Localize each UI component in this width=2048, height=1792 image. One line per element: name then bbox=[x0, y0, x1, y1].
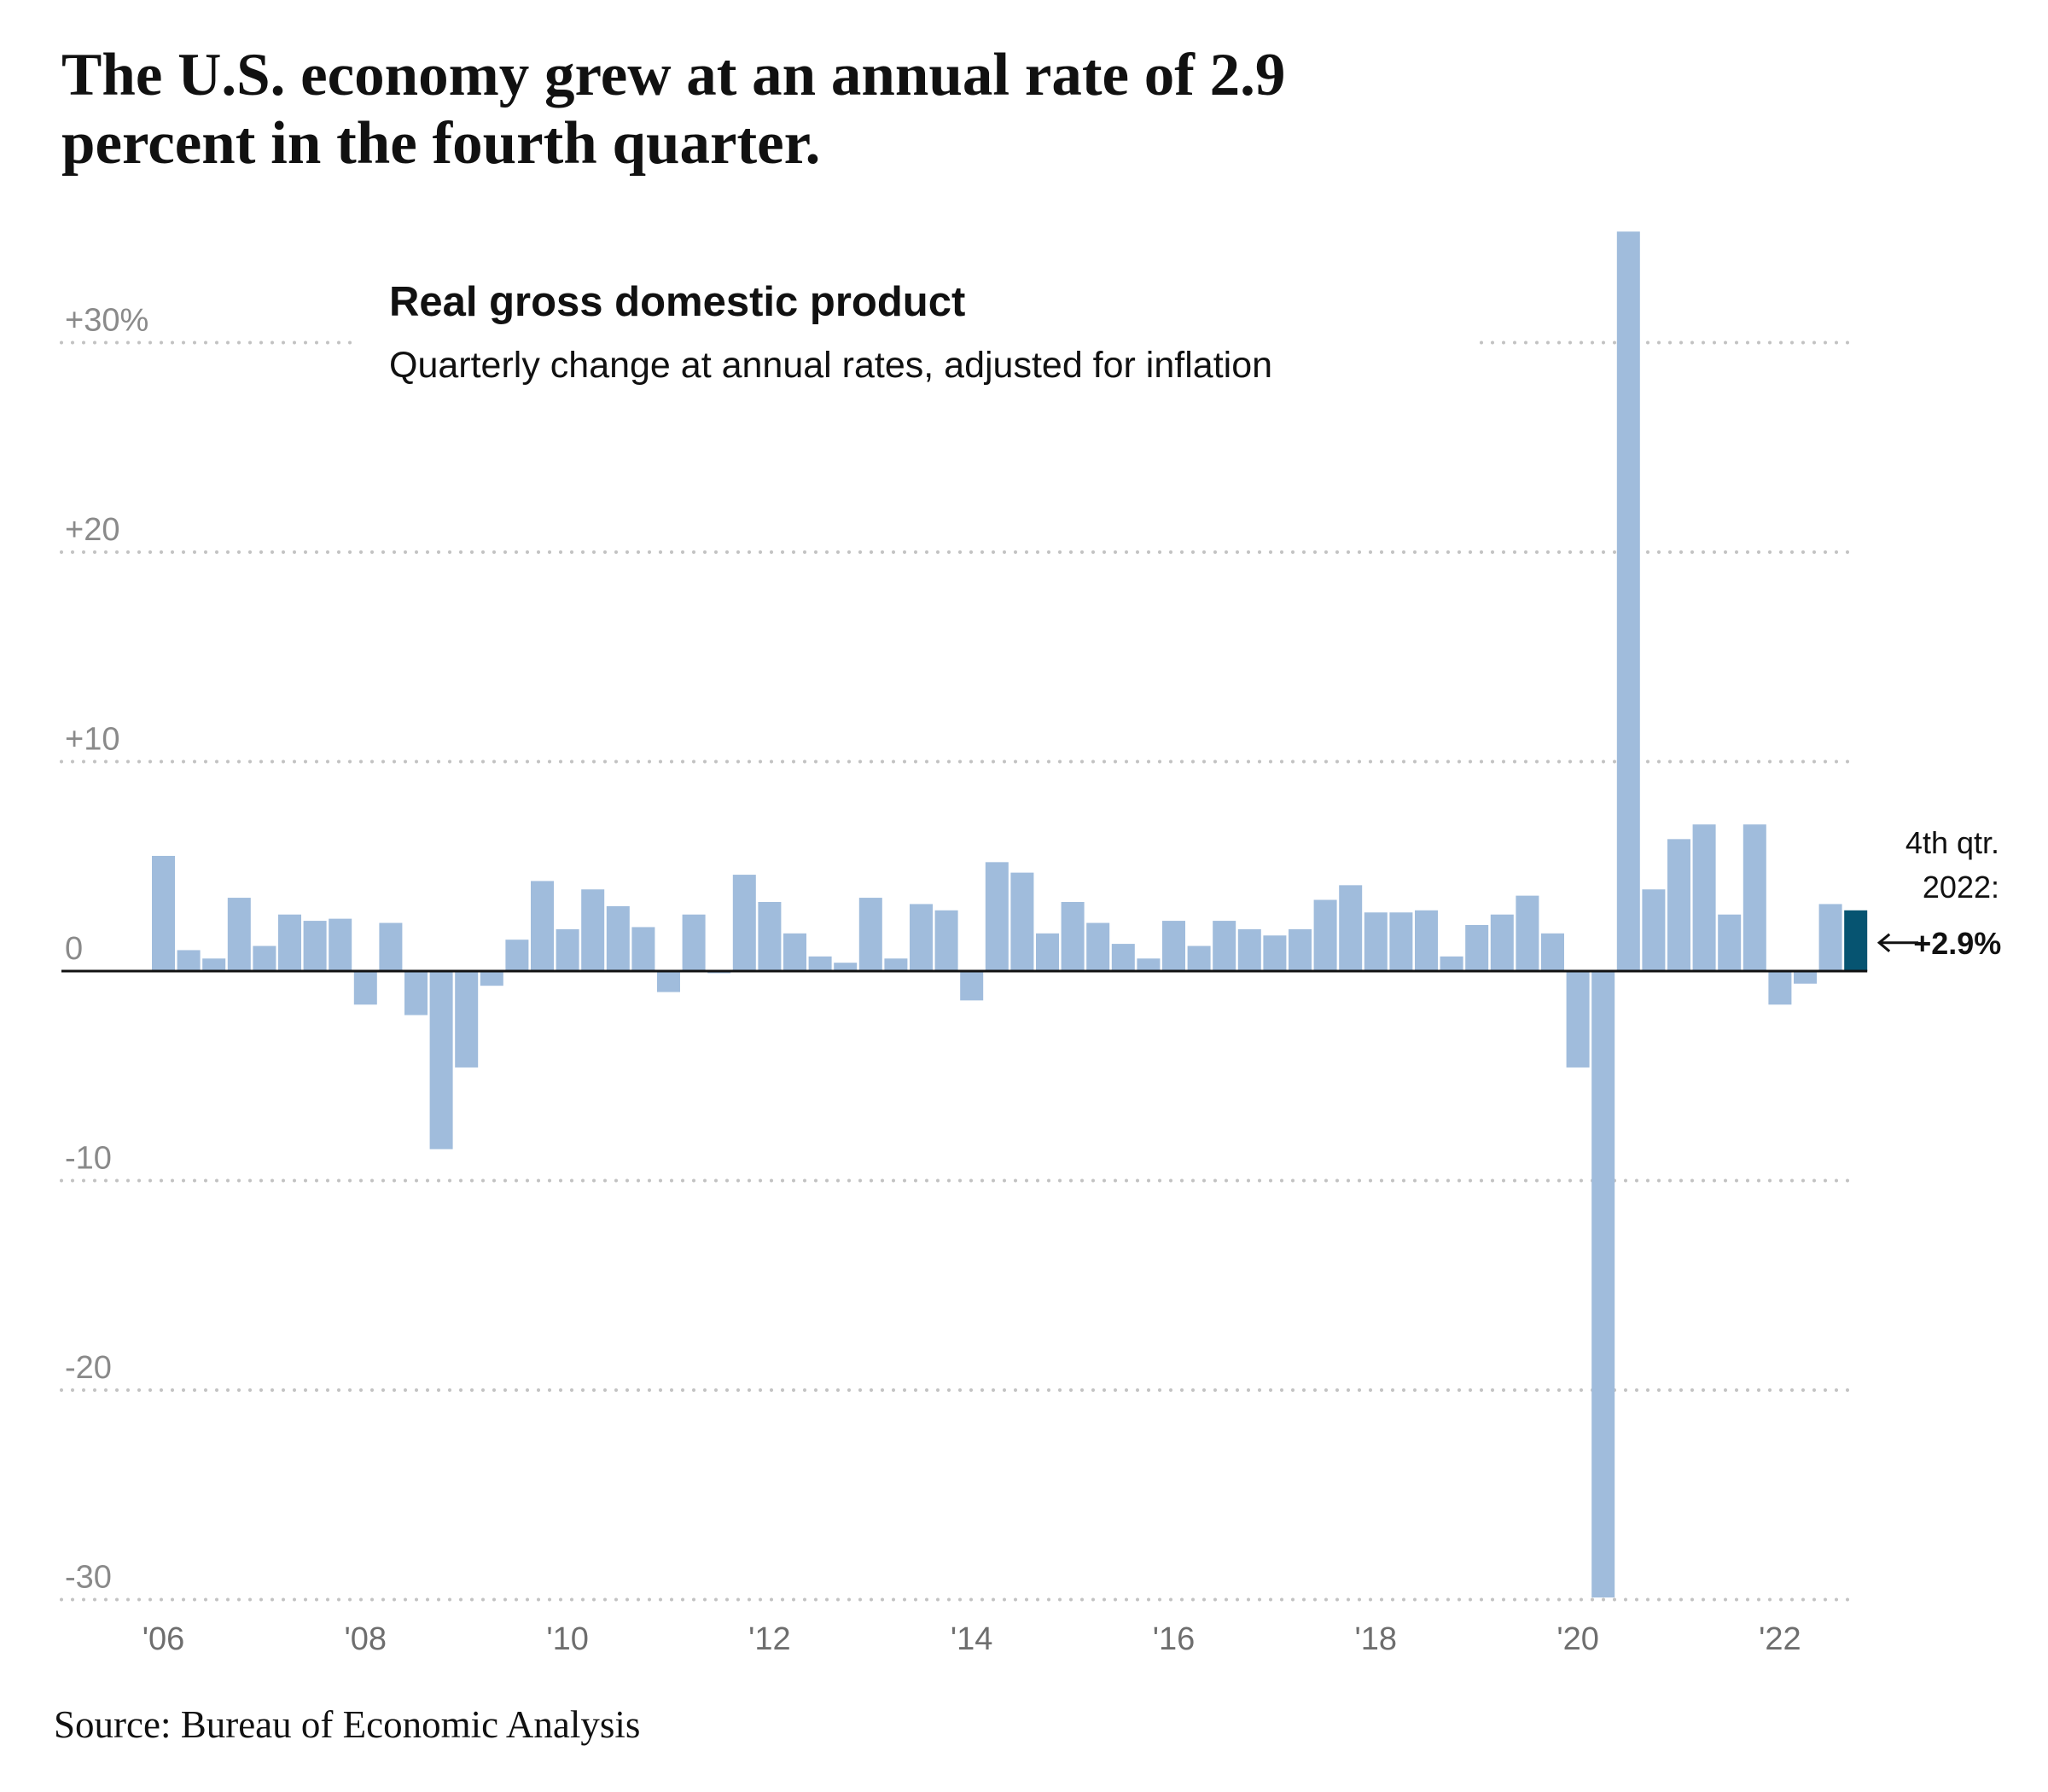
bar-2006-q3 bbox=[202, 958, 226, 971]
bar-2017-q1 bbox=[1263, 935, 1287, 971]
x-axis-ticks: '06 '08 '10 '12 '14 '16 '18 '20 '22 bbox=[143, 1621, 1801, 1657]
bar-2018-q2 bbox=[1389, 912, 1413, 971]
bar-2013-q3 bbox=[910, 904, 933, 971]
bar-2007-q3 bbox=[303, 921, 327, 971]
y-tick-label: -30 bbox=[65, 1560, 112, 1596]
bar-2019-q2 bbox=[1490, 914, 1514, 971]
bar-2015-q4 bbox=[1137, 958, 1161, 971]
annotation-line-1: 4th qtr. bbox=[1905, 825, 1999, 860]
x-tick-label: '08 bbox=[345, 1621, 387, 1657]
bar-2018-q1 bbox=[1364, 912, 1388, 971]
x-tick-label: '12 bbox=[748, 1621, 791, 1657]
bar-2011-q1 bbox=[657, 971, 680, 992]
bar-2013-q4 bbox=[934, 910, 958, 971]
x-tick-label: '18 bbox=[1355, 1621, 1398, 1657]
x-tick-label: '06 bbox=[143, 1621, 185, 1657]
bar-2013-q2 bbox=[884, 958, 908, 971]
bar-2021-q1 bbox=[1667, 839, 1690, 971]
bar-2010-q1 bbox=[556, 928, 579, 971]
bar-2019-q1 bbox=[1465, 924, 1489, 971]
bar-2012-q2 bbox=[783, 933, 806, 971]
bar-2015-q2 bbox=[1086, 922, 1110, 971]
annotation-line-2: 2022: bbox=[1923, 870, 1999, 905]
bar-2016-q2 bbox=[1187, 945, 1211, 971]
bar-2011-q2 bbox=[682, 914, 706, 971]
bar-2022-q4 bbox=[1844, 910, 1868, 971]
chart-subtitle: Quarterly change at annual rates, adjust… bbox=[389, 345, 1272, 386]
x-tick-label: '16 bbox=[1153, 1621, 1196, 1657]
bar-2008-q2 bbox=[379, 922, 403, 971]
bar-2020-q4 bbox=[1642, 889, 1666, 971]
bar-2016-q3 bbox=[1213, 921, 1236, 971]
source-note: Source: Bureau of Economic Analysis bbox=[54, 1703, 641, 1746]
bar-2020-q3 bbox=[1616, 231, 1640, 971]
bar-2015-q3 bbox=[1111, 944, 1135, 971]
bar-2014-q2 bbox=[985, 862, 1009, 971]
bar-2016-q4 bbox=[1237, 928, 1261, 971]
bar-2010-q4 bbox=[631, 927, 655, 971]
bar-2017-q4 bbox=[1339, 885, 1363, 971]
bar-2009-q3 bbox=[505, 940, 529, 971]
chart-title-background bbox=[358, 273, 1476, 401]
bar-2007-q1 bbox=[253, 945, 276, 971]
bar-2021-q3 bbox=[1718, 914, 1742, 971]
bar-2019-q4 bbox=[1541, 933, 1564, 971]
bar-2008-q3 bbox=[404, 971, 428, 1015]
bars bbox=[152, 231, 1868, 1598]
bar-2020-q2 bbox=[1591, 971, 1615, 1598]
chart-title: Real gross domestic product bbox=[389, 279, 965, 325]
bar-2009-q1 bbox=[455, 971, 479, 1068]
bar-2008-q1 bbox=[353, 971, 377, 1005]
bar-2017-q3 bbox=[1313, 899, 1337, 971]
annotation-value: +2.9% bbox=[1913, 926, 2001, 961]
y-tick-label: -20 bbox=[65, 1350, 112, 1386]
bar-2019-q3 bbox=[1516, 895, 1539, 971]
x-tick-label: '14 bbox=[951, 1621, 993, 1657]
bar-2011-q4 bbox=[732, 875, 756, 971]
latest-quarter-annotation: 4th qtr. 2022: +2.9% bbox=[1876, 825, 2001, 961]
bar-2006-q4 bbox=[227, 898, 251, 971]
y-tick-label: +20 bbox=[65, 512, 119, 548]
bar-2021-q2 bbox=[1692, 824, 1716, 971]
bar-2008-q4 bbox=[429, 971, 453, 1149]
y-tick-label: 0 bbox=[65, 931, 83, 967]
bar-2014-q3 bbox=[1010, 872, 1034, 971]
y-tick-label: -10 bbox=[65, 1141, 112, 1177]
bar-2014-q1 bbox=[960, 971, 984, 1001]
y-axis-ticks: +30% +20 +10 0 -10 -20 -30 bbox=[65, 303, 148, 1596]
bar-2018-q4 bbox=[1440, 956, 1463, 971]
bar-2014-q4 bbox=[1036, 933, 1059, 971]
bar-2007-q2 bbox=[278, 914, 301, 971]
bar-2013-q1 bbox=[858, 898, 882, 971]
bar-2020-q1 bbox=[1566, 971, 1590, 1068]
bar-2016-q1 bbox=[1162, 921, 1185, 971]
x-tick-label: '22 bbox=[1759, 1621, 1801, 1657]
bar-2007-q4 bbox=[329, 918, 352, 971]
bar-2022-q2 bbox=[1794, 971, 1817, 984]
bar-2010-q3 bbox=[606, 905, 630, 971]
bar-2018-q3 bbox=[1415, 910, 1438, 971]
bar-2006-q2 bbox=[177, 950, 201, 971]
headline: The U.S. economy grew at an annual rate … bbox=[61, 42, 1286, 177]
bar-2021-q4 bbox=[1743, 824, 1766, 971]
y-tick-label: +10 bbox=[65, 722, 119, 758]
x-tick-label: '20 bbox=[1556, 1621, 1599, 1657]
bar-2012-q4 bbox=[834, 963, 858, 971]
bar-2009-q4 bbox=[531, 881, 554, 971]
annotation-arrowhead bbox=[1876, 933, 1891, 952]
bar-2022-q1 bbox=[1768, 971, 1792, 1005]
bar-2012-q3 bbox=[808, 956, 832, 971]
bar-2006-q1 bbox=[152, 855, 175, 971]
y-tick-label: +30% bbox=[65, 303, 148, 339]
bar-2010-q2 bbox=[581, 889, 605, 971]
bar-2022-q3 bbox=[1818, 904, 1842, 971]
x-tick-label: '10 bbox=[546, 1621, 589, 1657]
bar-2017-q2 bbox=[1289, 928, 1312, 971]
bar-2012-q1 bbox=[758, 901, 782, 971]
bar-2015-q1 bbox=[1061, 901, 1085, 971]
bar-2009-q2 bbox=[480, 971, 503, 986]
